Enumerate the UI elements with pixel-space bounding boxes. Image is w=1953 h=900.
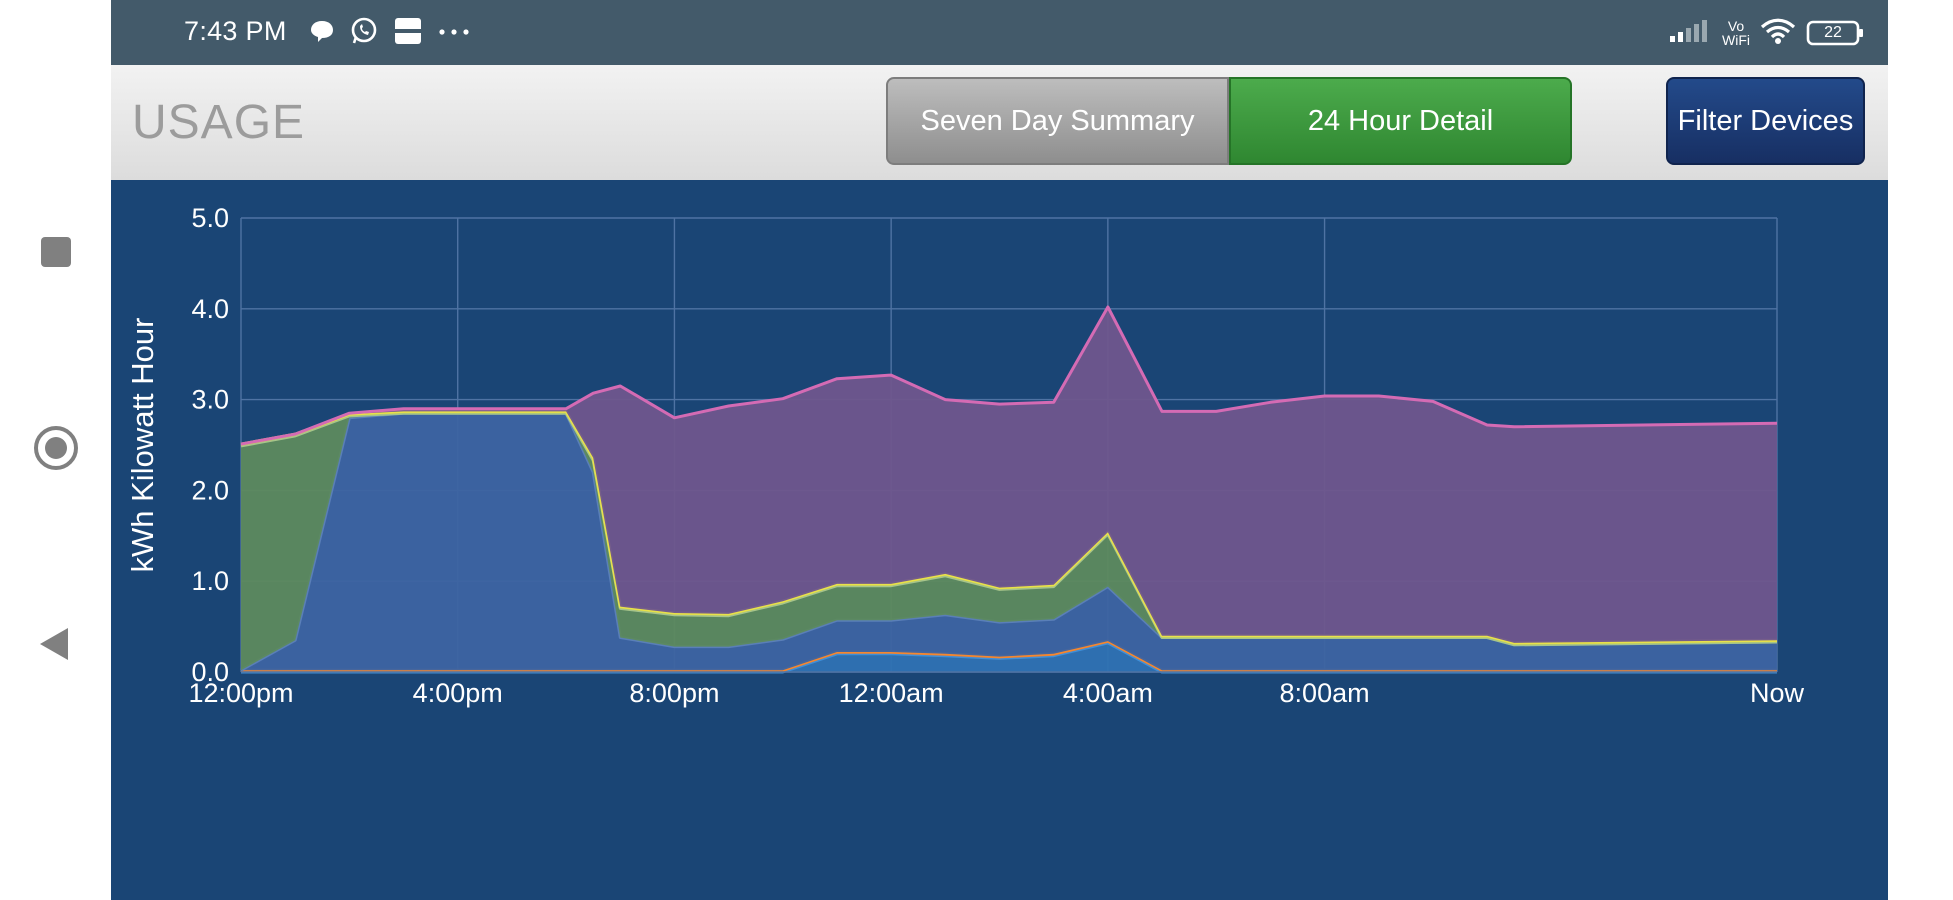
y-tick-label: 3.0 (191, 385, 229, 415)
series-line-5 (240, 305, 1778, 446)
usage-header: USAGE Seven Day Summary 24 Hour Detail F… (111, 65, 1888, 180)
triangle-back-icon (36, 624, 76, 669)
y-tick-label: 1.0 (191, 566, 229, 596)
system-status-icons: Vo WiFi 22 (1668, 14, 1866, 52)
vowifi-bottom-label: WiFi (1722, 32, 1750, 48)
battery-icon: 22 (1806, 18, 1866, 48)
twenty-four-hour-detail-button[interactable]: 24 Hour Detail (1229, 77, 1572, 165)
notification-icons (309, 16, 471, 50)
usage-chart-svg: 0.0 1.0 2.0 3.0 4.0 5.0 12:00pm 4:00pm 8:00pm 12:… (125, 203, 1805, 708)
more-notifications-icon (437, 24, 471, 42)
series-area-5 (241, 307, 1777, 643)
vowifi-indicator: Vo WiFi (1722, 19, 1750, 47)
usage-chart: 0.0 1.0 2.0 3.0 4.0 5.0 12:00pm 4:00pm 8:00pm 12:… (111, 180, 1888, 900)
page-title: USAGE (132, 96, 306, 149)
y-tick-label: 0.0 (191, 657, 229, 687)
status-bar: 7:43 PM Vo WiFi (111, 0, 1888, 65)
right-edge (1888, 0, 1953, 900)
x-tick-label: 4:00am (1063, 678, 1153, 708)
wifi-icon (1760, 17, 1796, 50)
x-tick-label: Now (1750, 678, 1805, 708)
x-tick-label: 12:00pm (188, 678, 293, 708)
square-icon (38, 234, 74, 275)
series-area-0 (241, 642, 1777, 672)
y-tick-label: 2.0 (191, 475, 229, 505)
system-nav-bar (0, 0, 111, 900)
y-tick-label: 5.0 (191, 203, 229, 233)
filter-devices-button[interactable]: Filter Devices (1666, 77, 1865, 165)
series-area-3 (241, 413, 1777, 671)
circle-icon (31, 423, 81, 478)
chat-bubble-icon (309, 18, 335, 49)
vowifi-top-label: Vo (1727, 18, 1745, 34)
y-axis-label: kWh Kilowatt Hour (125, 318, 160, 573)
x-tick-label: 8:00am (1280, 678, 1370, 708)
home-button[interactable] (28, 422, 84, 478)
app-notification-icon (393, 16, 423, 51)
whatsapp-icon (349, 16, 379, 51)
y-tick-label: 4.0 (191, 294, 229, 324)
status-time: 7:43 PM (184, 16, 287, 46)
recents-button[interactable] (28, 226, 84, 282)
signal-strength-icon (1668, 18, 1712, 49)
x-tick-label: 4:00pm (413, 678, 503, 708)
seven-day-summary-button[interactable]: Seven Day Summary (886, 77, 1229, 165)
back-button[interactable] (28, 618, 84, 674)
battery-level: 22 (1824, 24, 1842, 41)
usage-app: 7:43 PM Vo WiFi (111, 0, 1888, 900)
x-tick-label: 12:00am (839, 678, 944, 708)
x-tick-label: 8:00pm (629, 678, 719, 708)
